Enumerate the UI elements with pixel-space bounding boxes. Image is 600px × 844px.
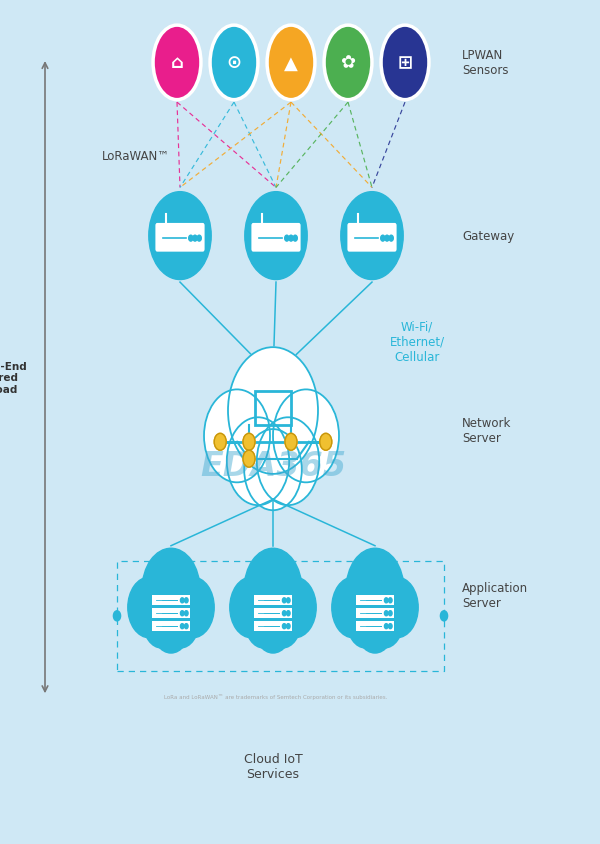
Circle shape — [285, 434, 297, 451]
Circle shape — [245, 598, 281, 648]
Bar — [152, 596, 190, 605]
Text: Wi-Fi/
Ethernet/
Cellular: Wi-Fi/ Ethernet/ Cellular — [389, 321, 445, 363]
Circle shape — [230, 577, 273, 638]
Circle shape — [193, 235, 197, 242]
Circle shape — [265, 598, 301, 648]
Circle shape — [389, 598, 392, 603]
Ellipse shape — [324, 26, 372, 100]
Circle shape — [389, 235, 394, 242]
Circle shape — [244, 549, 302, 630]
Bar — [152, 609, 190, 619]
Text: Application
Server: Application Server — [462, 581, 528, 609]
Circle shape — [385, 598, 388, 603]
Text: LoRaWAN™: LoRaWAN™ — [102, 149, 170, 163]
Circle shape — [347, 598, 383, 648]
Circle shape — [181, 611, 184, 616]
Circle shape — [356, 599, 394, 653]
Circle shape — [185, 611, 188, 616]
Text: ⊙: ⊙ — [226, 54, 242, 73]
Bar — [117, 561, 444, 671]
Circle shape — [254, 599, 292, 653]
Circle shape — [287, 598, 290, 603]
Circle shape — [381, 235, 385, 242]
Circle shape — [244, 430, 302, 511]
Circle shape — [332, 577, 375, 638]
Circle shape — [285, 235, 289, 242]
Text: End-to-End
Secured
Payload: End-to-End Secured Payload — [0, 361, 27, 394]
Circle shape — [243, 434, 255, 451]
Circle shape — [185, 624, 188, 629]
Circle shape — [385, 235, 389, 242]
Bar — [254, 609, 292, 619]
Circle shape — [163, 598, 199, 648]
Circle shape — [143, 598, 179, 648]
Circle shape — [283, 598, 286, 603]
Circle shape — [341, 192, 403, 280]
Circle shape — [197, 235, 202, 242]
Circle shape — [287, 611, 290, 616]
Circle shape — [367, 598, 403, 648]
Bar — [152, 621, 190, 631]
Circle shape — [257, 418, 319, 506]
Circle shape — [227, 418, 289, 506]
Text: ✿: ✿ — [340, 54, 356, 73]
Circle shape — [289, 235, 293, 242]
Circle shape — [283, 624, 286, 629]
Circle shape — [389, 624, 392, 629]
Circle shape — [273, 577, 316, 638]
Circle shape — [287, 624, 290, 629]
Circle shape — [293, 235, 298, 242]
Circle shape — [189, 235, 193, 242]
Ellipse shape — [381, 26, 429, 100]
Text: Cloud IoT
Services: Cloud IoT Services — [244, 752, 302, 781]
Text: Gateway: Gateway — [462, 230, 514, 243]
Text: LPWAN
Sensors: LPWAN Sensors — [462, 49, 509, 78]
Circle shape — [214, 434, 226, 451]
FancyBboxPatch shape — [155, 224, 205, 252]
Text: ⊞: ⊞ — [397, 54, 413, 73]
Text: Network
Server: Network Server — [462, 416, 511, 445]
Text: ⌂: ⌂ — [170, 54, 184, 73]
Circle shape — [152, 599, 190, 653]
Circle shape — [273, 390, 339, 483]
Text: EDA365: EDA365 — [200, 449, 346, 483]
Circle shape — [375, 577, 418, 638]
Circle shape — [389, 611, 392, 616]
Circle shape — [440, 611, 448, 621]
Circle shape — [385, 624, 388, 629]
Circle shape — [128, 577, 171, 638]
Bar — [356, 596, 394, 605]
Circle shape — [320, 434, 332, 451]
Circle shape — [113, 611, 121, 621]
Circle shape — [185, 598, 188, 603]
Ellipse shape — [153, 26, 201, 100]
Ellipse shape — [267, 26, 315, 100]
Bar — [254, 596, 292, 605]
FancyBboxPatch shape — [251, 224, 301, 252]
Circle shape — [204, 390, 270, 483]
Circle shape — [181, 598, 184, 603]
Circle shape — [245, 192, 307, 280]
Circle shape — [243, 451, 255, 468]
Circle shape — [142, 549, 200, 630]
Text: LoRa and LoRaWAN™ are trademarks of Semtech Corporation or its subsidiaries.: LoRa and LoRaWAN™ are trademarks of Semt… — [164, 694, 388, 699]
Bar — [356, 621, 394, 631]
Circle shape — [385, 611, 388, 616]
FancyBboxPatch shape — [347, 224, 397, 252]
Bar — [356, 609, 394, 619]
Circle shape — [171, 577, 214, 638]
Circle shape — [228, 348, 318, 474]
Text: ▲: ▲ — [284, 54, 298, 73]
Circle shape — [149, 192, 211, 280]
Ellipse shape — [210, 26, 258, 100]
Circle shape — [283, 611, 286, 616]
Bar — [254, 621, 292, 631]
Circle shape — [346, 549, 404, 630]
Circle shape — [181, 624, 184, 629]
